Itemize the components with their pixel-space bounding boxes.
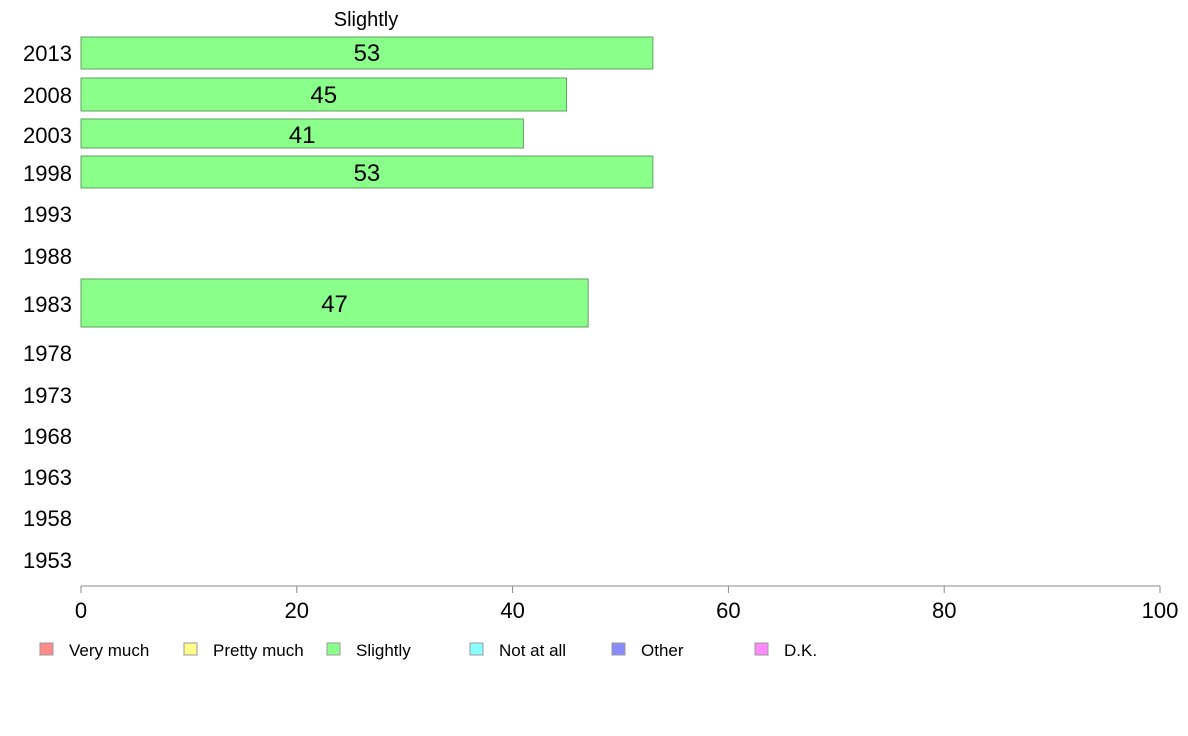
- y-tick-label: 1953: [23, 548, 72, 573]
- x-tick-label: 80: [932, 598, 956, 623]
- legend-swatch: [754, 642, 769, 656]
- y-tick-label: 1963: [23, 465, 72, 490]
- y-tick-label: 1988: [23, 244, 72, 269]
- legend-label: Not at all: [499, 641, 566, 660]
- bar: [80, 77, 568, 112]
- bar-value-label: 53: [354, 40, 381, 67]
- legend-item: Pretty much: [183, 641, 304, 660]
- y-tick-label: 2008: [23, 83, 72, 108]
- y-tick-label: 2003: [23, 123, 72, 148]
- legend-swatch: [326, 642, 341, 656]
- bar-value-label: 45: [310, 82, 337, 109]
- x-tick-label: 20: [285, 598, 309, 623]
- legend-label: D.K.: [784, 641, 817, 660]
- legend-swatch: [469, 642, 484, 656]
- legend-item: Not at all: [469, 641, 566, 660]
- y-axis-labels: 2013 2008 2003 1998 1993 1988 1983 1978 1973 1968…: [23, 41, 72, 573]
- legend: Very much Pretty much Slightly Not at all Ot…: [39, 641, 817, 660]
- bar-value-label: 41: [289, 122, 316, 149]
- y-tick-label: 1973: [23, 383, 72, 408]
- y-tick-label: 2013: [23, 41, 72, 66]
- legend-item: D.K.: [754, 641, 817, 660]
- chart-title: Slightly: [334, 9, 398, 31]
- legend-swatch: [39, 642, 54, 656]
- legend-label: Slightly: [356, 641, 411, 660]
- bar: [80, 118, 524, 149]
- bar-value-label: 53: [354, 160, 381, 187]
- y-tick-label: 1968: [23, 424, 72, 449]
- legend-swatch: [183, 642, 198, 656]
- x-tick-label: 60: [716, 598, 740, 623]
- bar-value-label: 47: [321, 291, 348, 318]
- legend-label: Other: [641, 641, 684, 660]
- legend-item: Slightly: [326, 641, 411, 660]
- x-axis: 0 20 40 60 80 100: [75, 585, 1179, 623]
- legend-label: Very much: [69, 641, 149, 660]
- x-tick-label: 40: [500, 598, 524, 623]
- legend-label: Pretty much: [213, 641, 304, 660]
- bars: 53 45 41 53 47: [80, 36, 654, 328]
- x-tick-label: 0: [75, 598, 87, 623]
- y-tick-label: 1993: [23, 202, 72, 227]
- legend-item: Other: [611, 641, 684, 660]
- bar: [80, 36, 654, 70]
- legend-item: Very much: [39, 641, 149, 660]
- y-tick-label: 1958: [23, 506, 72, 531]
- y-tick-label: 1998: [23, 161, 72, 186]
- y-tick-label: 1983: [23, 292, 72, 317]
- x-tick-label: 100: [1142, 598, 1179, 623]
- legend-swatch: [611, 642, 626, 656]
- bar: [80, 155, 654, 189]
- y-tick-label: 1978: [23, 341, 72, 366]
- bar: [80, 278, 589, 328]
